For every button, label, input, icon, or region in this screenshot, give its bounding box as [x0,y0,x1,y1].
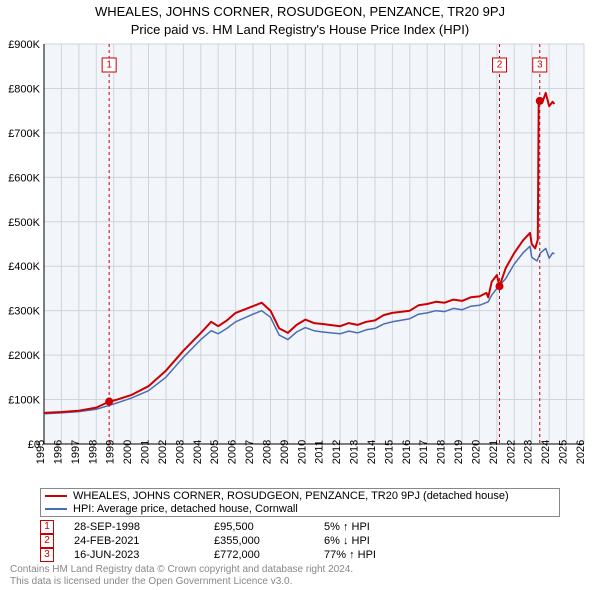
sale-diff: 77% ↑ HPI [324,549,444,561]
sale-price: £772,000 [214,549,324,561]
legend-swatch-property [45,495,67,497]
sale-marker-1: 1 [40,520,54,534]
svg-text:2009: 2009 [279,440,291,464]
svg-text:2000: 2000 [122,440,134,464]
svg-text:1996: 1996 [52,440,64,464]
table-row: 3 16-JUN-2023 £772,000 77% ↑ HPI [40,548,444,562]
svg-text:2008: 2008 [261,440,273,464]
svg-text:2026: 2026 [575,440,587,464]
svg-text:2007: 2007 [244,440,256,464]
svg-text:£900K: £900K [8,40,40,51]
svg-text:2022: 2022 [505,440,517,464]
svg-text:£500K: £500K [8,217,40,229]
svg-text:1995: 1995 [35,440,47,464]
svg-text:2020: 2020 [470,440,482,464]
svg-text:£300K: £300K [8,306,40,318]
chart-container: WHEALES, JOHNS CORNER, ROSUDGEON, PENZAN… [0,0,600,590]
svg-text:2001: 2001 [140,440,152,464]
svg-text:2024: 2024 [540,440,552,464]
svg-text:2014: 2014 [366,440,378,464]
svg-text:2025: 2025 [558,440,570,464]
svg-text:2006: 2006 [227,440,239,464]
svg-text:2023: 2023 [523,440,535,464]
svg-text:£100K: £100K [8,395,40,407]
legend-label-property: WHEALES, JOHNS CORNER, ROSUDGEON, PENZAN… [73,490,509,502]
footer-line1: Contains HM Land Registry data © Crown c… [10,564,353,576]
sale-marker-2: 2 [40,534,54,548]
table-row: 1 28-SEP-1998 £95,500 5% ↑ HPI [40,520,444,534]
footer-line2: This data is licensed under the Open Gov… [10,576,353,588]
svg-text:1997: 1997 [70,440,82,464]
svg-text:2005: 2005 [209,440,221,464]
sale-date: 28-SEP-1998 [74,521,214,533]
svg-text:£200K: £200K [8,350,40,362]
sale-date: 24-FEB-2021 [74,535,214,547]
svg-text:£800K: £800K [8,83,40,95]
sale-price: £355,000 [214,535,324,547]
svg-text:1998: 1998 [87,440,99,464]
sale-diff: 6% ↓ HPI [324,535,444,547]
table-row: 2 24-FEB-2021 £355,000 6% ↓ HPI [40,534,444,548]
svg-text:2017: 2017 [418,440,430,464]
svg-text:2019: 2019 [453,440,465,464]
svg-text:£700K: £700K [8,128,40,140]
svg-text:2015: 2015 [383,440,395,464]
legend-label-hpi: HPI: Average price, detached house, Corn… [73,503,298,515]
sale-marker-3: 3 [40,548,54,562]
svg-text:2016: 2016 [401,440,413,464]
footer-attribution: Contains HM Land Registry data © Crown c… [10,564,353,588]
svg-text:2018: 2018 [436,440,448,464]
sale-diff: 5% ↑ HPI [324,521,444,533]
svg-text:£600K: £600K [8,172,40,184]
legend-item-hpi: HPI: Average price, detached house, Corn… [41,502,559,515]
price-chart: £0£100K£200K£300K£400K£500K£600K£700K£80… [0,40,600,480]
svg-text:2003: 2003 [174,440,186,464]
svg-text:2010: 2010 [296,440,308,464]
chart-subtitle: Price paid vs. HM Land Registry's House … [0,22,600,37]
svg-text:3: 3 [537,60,543,71]
legend-item-property: WHEALES, JOHNS CORNER, ROSUDGEON, PENZAN… [41,489,559,502]
svg-text:2013: 2013 [349,440,361,464]
legend-swatch-hpi [45,508,67,510]
sale-price: £95,500 [214,521,324,533]
svg-text:2004: 2004 [192,440,204,464]
sales-table: 1 28-SEP-1998 £95,500 5% ↑ HPI 2 24-FEB-… [40,520,444,562]
sale-date: 16-JUN-2023 [74,549,214,561]
svg-text:2021: 2021 [488,440,500,464]
svg-text:£400K: £400K [8,261,40,273]
svg-text:1: 1 [106,60,112,71]
chart-legend: WHEALES, JOHNS CORNER, ROSUDGEON, PENZAN… [40,488,560,517]
chart-title-address: WHEALES, JOHNS CORNER, ROSUDGEON, PENZAN… [0,4,600,19]
svg-text:2002: 2002 [157,440,169,464]
svg-text:1999: 1999 [105,440,117,464]
svg-text:2: 2 [497,60,503,71]
svg-text:2012: 2012 [331,440,343,464]
